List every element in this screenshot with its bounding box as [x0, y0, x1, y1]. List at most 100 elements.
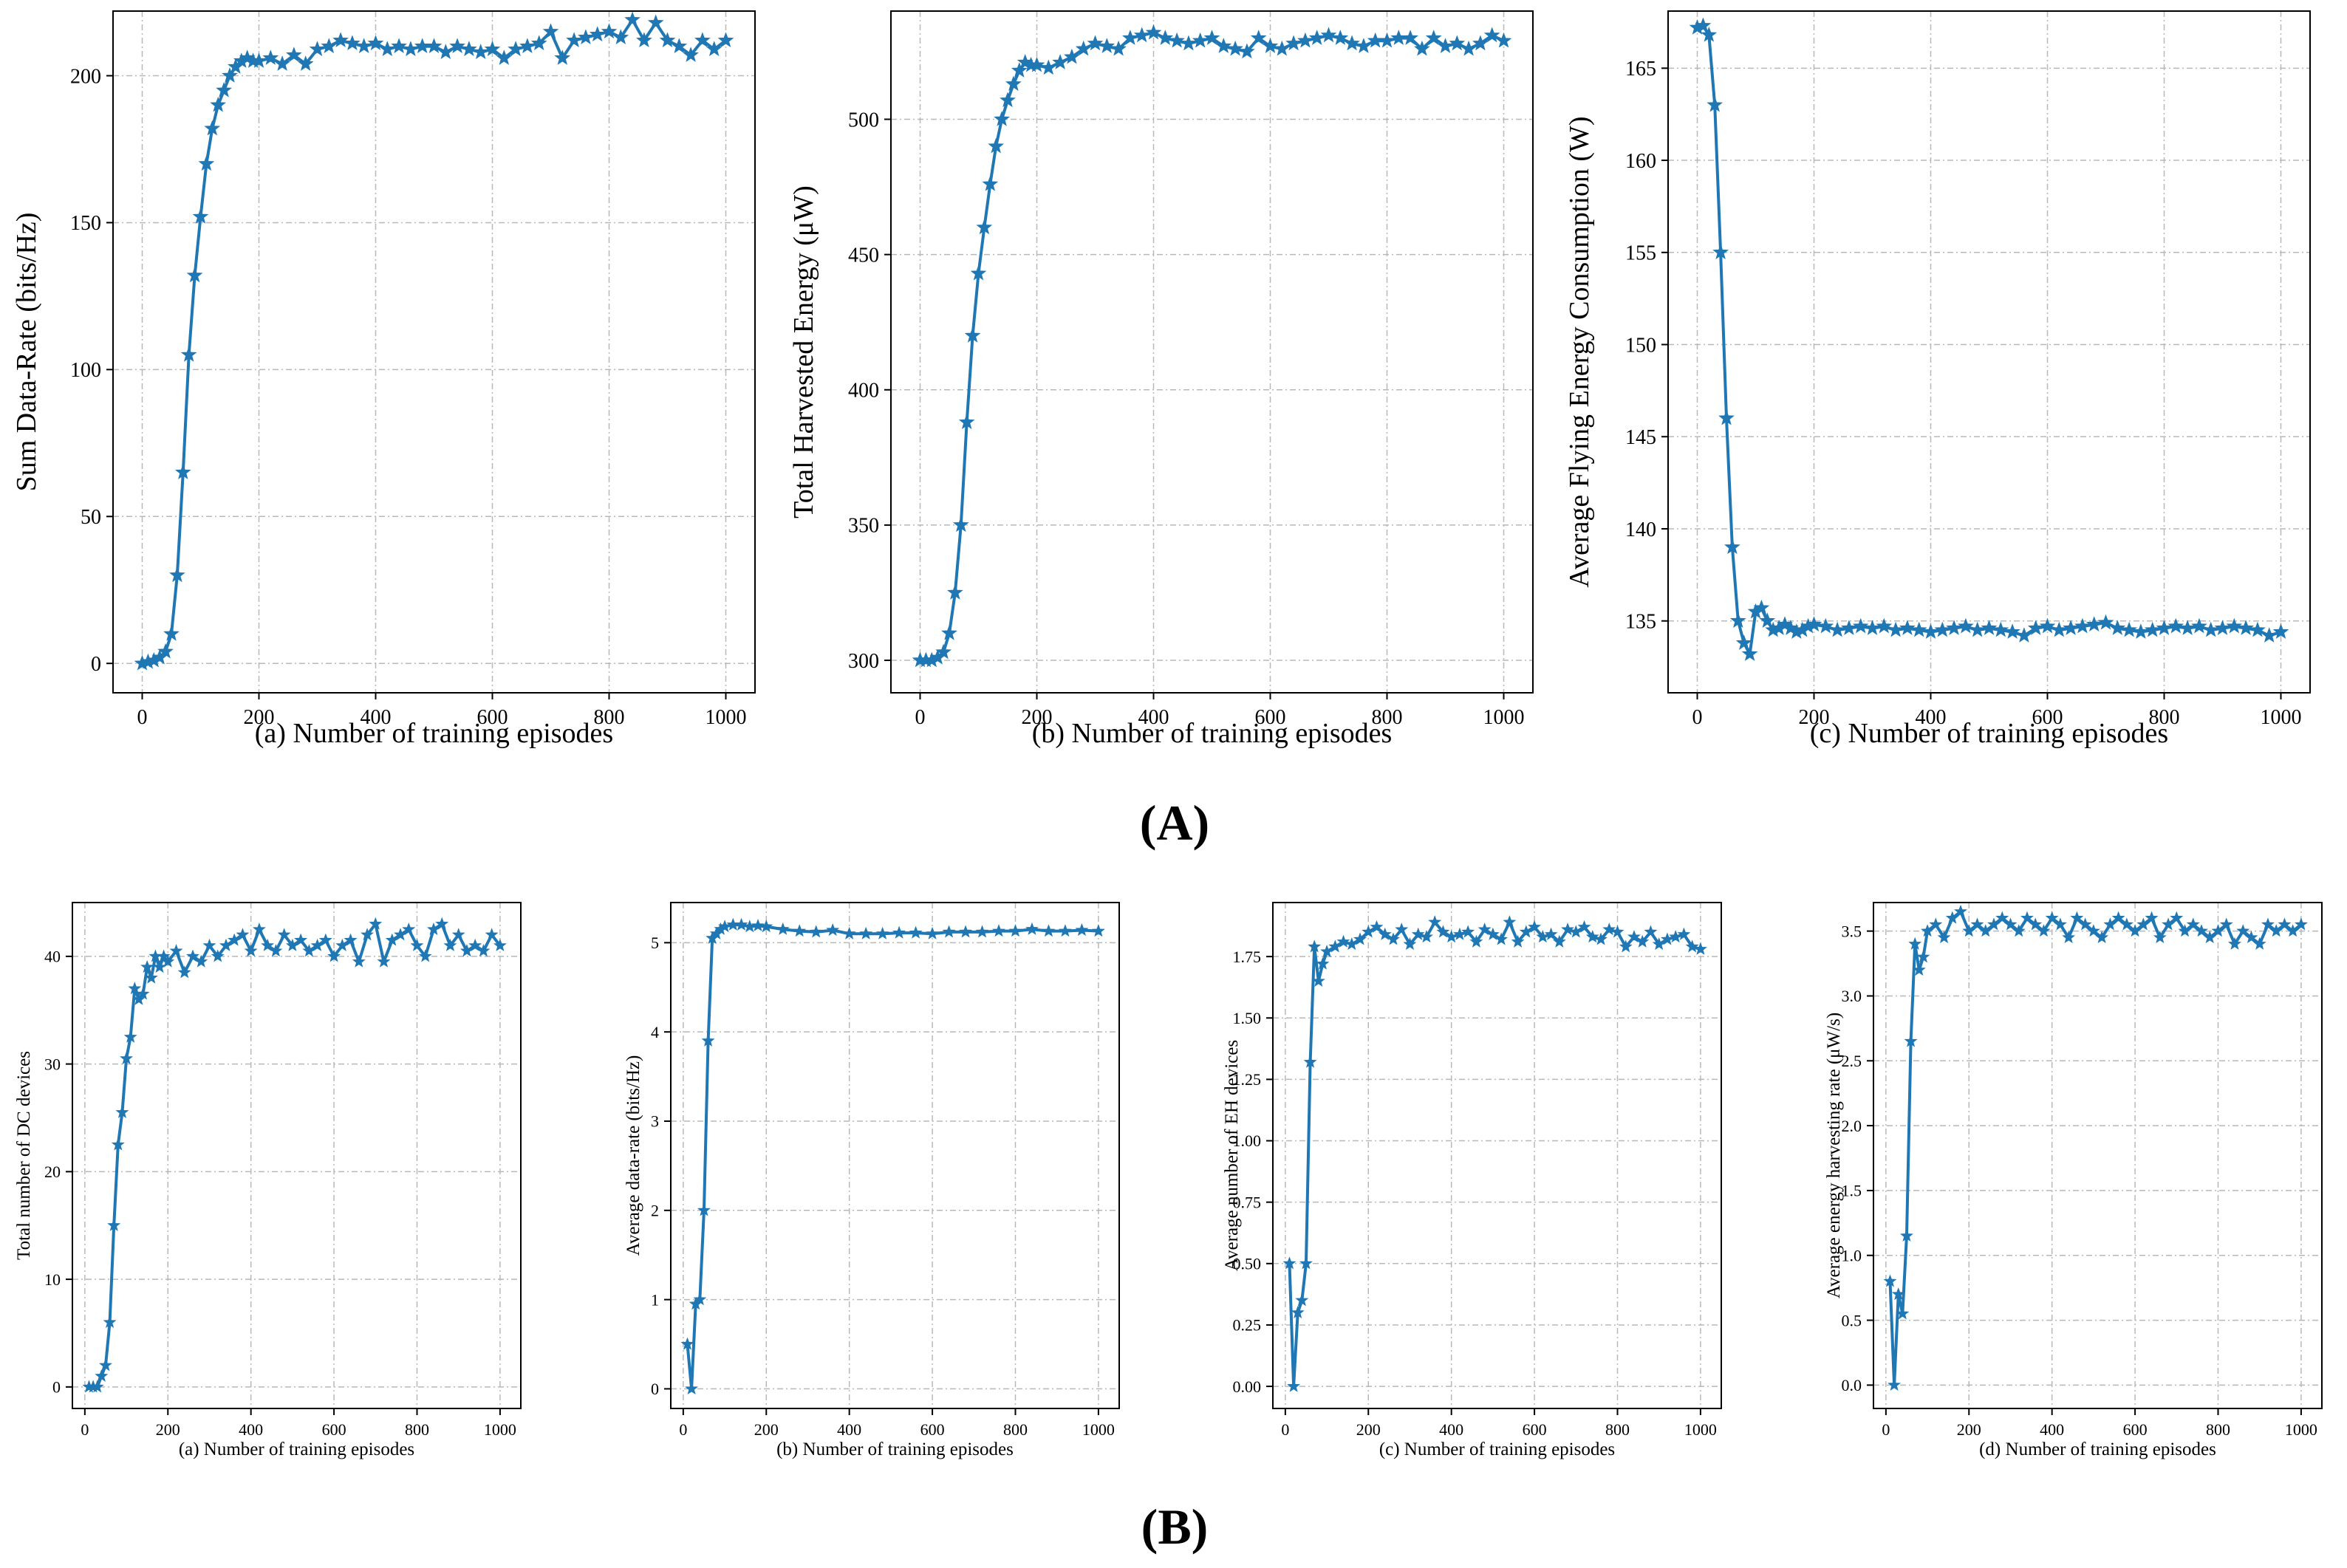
- data-point: [95, 1369, 109, 1382]
- y-tick-label: 160: [1625, 150, 1656, 173]
- data-point: [1472, 35, 1489, 51]
- data-point: [793, 924, 807, 937]
- data-point: [1908, 937, 1922, 950]
- data-point: [169, 566, 185, 583]
- data-point: [443, 938, 457, 951]
- data-point: [476, 944, 491, 957]
- data-point: [1203, 30, 1220, 45]
- data-point: [1099, 38, 1116, 53]
- x-tick-label: 0: [1281, 1420, 1289, 1439]
- data-point: [759, 920, 773, 933]
- data-point: [1864, 620, 1881, 635]
- data-point: [1946, 620, 1962, 635]
- data-point: [202, 938, 216, 951]
- data-point: [1934, 621, 1951, 637]
- data-point: [589, 26, 606, 42]
- data-point: [2236, 924, 2250, 937]
- data-point: [2111, 911, 2125, 924]
- data-point: [2086, 924, 2100, 937]
- x-tick-label: 200: [1957, 1420, 1981, 1439]
- data-point: [186, 267, 203, 283]
- data-point: [1970, 917, 1984, 931]
- data-point: [2211, 924, 2225, 937]
- data-point: [302, 944, 316, 957]
- data-point: [2294, 917, 2308, 931]
- data-point: [964, 327, 981, 343]
- y-tick-label: 0.0: [1842, 1376, 1862, 1394]
- data-point: [776, 922, 790, 935]
- data-point: [1169, 32, 1185, 48]
- data-point: [1707, 96, 1723, 112]
- y-axis-label: Total number of DC devices: [14, 1051, 34, 1260]
- data-point: [352, 954, 366, 968]
- y-tick-label: 150: [1625, 334, 1656, 357]
- data-point: [1414, 40, 1430, 56]
- x-tick-label: 800: [405, 1420, 429, 1439]
- data-point: [1411, 927, 1425, 940]
- data-point: [204, 120, 221, 136]
- data-point: [277, 928, 291, 941]
- data-point: [1008, 924, 1022, 937]
- data-point: [1262, 38, 1279, 53]
- y-tick-label: 30: [44, 1055, 61, 1073]
- y-tick-label: 40: [44, 948, 61, 966]
- data-point: [484, 41, 501, 56]
- data-point: [309, 41, 326, 56]
- x-tick-label: 200: [754, 1420, 779, 1439]
- data-point: [1741, 646, 1758, 661]
- data-point: [2261, 917, 2275, 931]
- data-point: [461, 41, 477, 56]
- data-point: [941, 624, 957, 640]
- data-point: [693, 1293, 707, 1306]
- data-point: [2070, 911, 2084, 924]
- data-point: [402, 922, 416, 936]
- data-point: [1452, 927, 1466, 940]
- data-point: [1644, 925, 1658, 938]
- data-point: [1000, 92, 1016, 108]
- x-tick-label: 1000: [1082, 1420, 1115, 1439]
- data-point: [2244, 930, 2258, 944]
- y-tick-label: 1.25: [1233, 1070, 1262, 1089]
- data-point: [344, 35, 361, 51]
- data-point: [1660, 932, 1674, 945]
- data-point: [1091, 924, 1105, 937]
- data-point: [1937, 930, 1951, 944]
- data-point: [236, 928, 250, 941]
- y-tick-label: 4: [651, 1023, 659, 1041]
- y-tick-label: 140: [1625, 518, 1656, 541]
- data-point: [1669, 930, 1683, 943]
- data-point: [959, 925, 973, 938]
- data-point: [1585, 930, 1599, 943]
- data-point: [2027, 620, 2044, 635]
- data-point: [809, 925, 823, 938]
- data-point: [2136, 917, 2150, 931]
- x-tick-label: 0: [1692, 706, 1703, 729]
- data-point: [394, 928, 407, 941]
- y-tick-label: 2: [651, 1201, 659, 1219]
- series-line: [920, 31, 1505, 663]
- data-point: [2167, 617, 2184, 634]
- y-axis-label: Average energy harvesting rate (μW/s): [1824, 1013, 1844, 1298]
- data-point: [262, 49, 279, 65]
- data-point: [2133, 623, 2149, 639]
- data-point: [144, 970, 158, 984]
- chart-a-b: 0 200 400 600 800 1000 300 350 400 450 500 (b) Numb…: [788, 10, 1534, 749]
- data-point: [1528, 920, 1542, 933]
- data-point: [1436, 925, 1450, 938]
- data-point: [493, 938, 507, 951]
- y-tick-label: 2.0: [1842, 1117, 1862, 1135]
- data-point: [1577, 920, 1591, 933]
- data-point: [1992, 621, 2009, 637]
- data-point: [1929, 917, 1943, 931]
- data-point: [530, 35, 547, 51]
- data-point: [2063, 620, 2079, 635]
- data-point: [2062, 930, 2076, 944]
- data-point: [751, 918, 765, 932]
- data-point: [107, 1218, 121, 1231]
- y-tick-label: 0: [91, 653, 101, 676]
- data-point: [174, 464, 191, 479]
- data-point: [1876, 617, 1893, 634]
- data-point: [449, 38, 465, 53]
- data-point: [1981, 620, 1998, 635]
